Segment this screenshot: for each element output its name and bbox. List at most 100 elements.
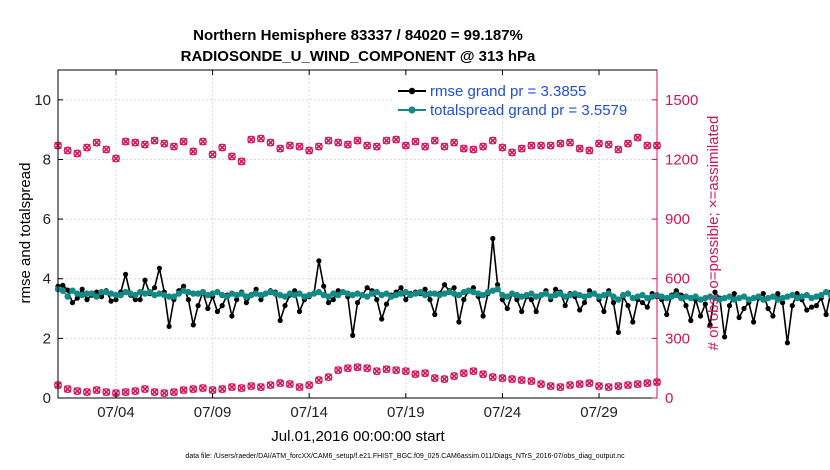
spread-point bbox=[562, 293, 569, 300]
rmse-point bbox=[683, 303, 689, 309]
rmse-point bbox=[234, 297, 240, 303]
spread-point bbox=[98, 288, 105, 296]
rmse-point bbox=[644, 304, 650, 310]
spread-point bbox=[301, 293, 308, 300]
obs-count-point bbox=[624, 139, 632, 148]
obs-count-point bbox=[150, 136, 159, 145]
rmse-point bbox=[630, 319, 636, 325]
obs-count-point bbox=[237, 384, 246, 393]
spread-point bbox=[417, 288, 424, 296]
data-file-footer: data file: /Users/raeder/DAI/ATM_forcXX/… bbox=[185, 453, 625, 460]
rmse-point bbox=[123, 271, 129, 277]
obs-count-point bbox=[614, 145, 623, 154]
spread-point bbox=[740, 293, 748, 300]
rmse-point bbox=[707, 322, 713, 328]
x-axis-label: Jul.01,2016 00:00:00 start bbox=[271, 428, 445, 445]
spread-point bbox=[489, 287, 496, 294]
x-axis: 07/04 07/09 07/14 07/19 07/24 07/29 bbox=[97, 70, 618, 421]
obs-count-point bbox=[556, 383, 565, 392]
rmse-point bbox=[98, 294, 105, 300]
spread-point bbox=[59, 287, 66, 294]
rmse-point bbox=[784, 340, 791, 346]
rmse-point bbox=[441, 282, 448, 288]
rmse-point bbox=[760, 291, 766, 297]
rmse-point bbox=[775, 291, 781, 297]
obs-count-point bbox=[401, 367, 410, 376]
spread-point bbox=[103, 288, 110, 296]
spread-point bbox=[402, 288, 409, 296]
obs-count-point bbox=[285, 380, 294, 389]
obs-count-point bbox=[92, 138, 101, 147]
rmse-point bbox=[166, 323, 172, 329]
obs-count-point bbox=[83, 388, 91, 396]
spread-point bbox=[518, 293, 525, 300]
rmse-point bbox=[296, 308, 303, 315]
rmse-point bbox=[219, 303, 225, 309]
rmse-point bbox=[229, 313, 235, 319]
obs-count-point bbox=[266, 381, 275, 390]
obs-count-point bbox=[353, 363, 362, 372]
rmse-point bbox=[137, 297, 143, 303]
right-y-tick-label: 1500 bbox=[665, 92, 698, 109]
rmse-point bbox=[69, 300, 76, 306]
spread-point bbox=[199, 288, 207, 296]
spread-point bbox=[678, 294, 685, 302]
rmse-point bbox=[765, 305, 771, 312]
x-tick-label: 07/04 bbox=[97, 404, 135, 421]
left-y-tick-label: 10 bbox=[34, 92, 51, 109]
spread-point bbox=[465, 287, 472, 294]
spread-point bbox=[315, 288, 323, 296]
obs-count-point bbox=[382, 365, 391, 374]
obs-count-point bbox=[527, 141, 536, 150]
rmse-point bbox=[673, 288, 679, 294]
rmse-point bbox=[292, 288, 298, 294]
spread-point bbox=[716, 296, 723, 303]
obs-count-point bbox=[604, 140, 613, 149]
spread-point bbox=[426, 290, 434, 297]
chart-subtitle: RADIOSONDE_U_WIND_COMPONENT @ 313 hPa bbox=[181, 48, 536, 65]
obs-count-point bbox=[179, 386, 188, 394]
obs-count-point bbox=[556, 139, 565, 148]
x-tick-label: 07/19 bbox=[387, 404, 425, 421]
obs-count-point bbox=[430, 136, 439, 145]
spread-point bbox=[354, 290, 361, 297]
rmse-point bbox=[243, 300, 249, 306]
spread-point bbox=[595, 293, 603, 300]
rmse-point bbox=[205, 305, 211, 312]
obs-count-point bbox=[498, 143, 507, 152]
obs-count-point bbox=[382, 136, 391, 145]
spread-point bbox=[808, 294, 815, 302]
obs-count-point bbox=[633, 380, 642, 389]
obs-count-point bbox=[198, 137, 207, 146]
rmse-point bbox=[770, 313, 776, 319]
spread-point bbox=[436, 291, 443, 299]
obs-count-point bbox=[266, 138, 275, 147]
spread-point bbox=[185, 288, 192, 296]
spread-point bbox=[281, 293, 289, 300]
obs-count-point bbox=[150, 388, 159, 396]
spread-point bbox=[615, 296, 622, 303]
obs-count-point bbox=[595, 382, 603, 391]
spread-point bbox=[165, 293, 173, 300]
spread-point bbox=[180, 287, 187, 294]
obs-count-point bbox=[450, 138, 459, 147]
obs-count-point bbox=[614, 382, 623, 391]
spread-point bbox=[750, 294, 757, 302]
spread-point bbox=[779, 294, 786, 302]
spread-point bbox=[335, 291, 342, 299]
rmse-point bbox=[330, 297, 336, 303]
obs-count-point bbox=[305, 381, 314, 390]
rmse-point bbox=[809, 304, 815, 310]
obs-count-point bbox=[247, 135, 256, 144]
spread-point bbox=[175, 290, 182, 297]
spread-point bbox=[117, 291, 125, 299]
spread-point bbox=[368, 290, 376, 297]
obs-count-point bbox=[411, 370, 420, 379]
spread-point bbox=[277, 291, 284, 299]
rmse-point bbox=[108, 298, 114, 304]
spread-point bbox=[649, 293, 656, 300]
obs-count-point bbox=[92, 386, 101, 394]
obs-count-point bbox=[218, 385, 227, 394]
obs-count-point bbox=[285, 141, 294, 150]
rmse-spread-series bbox=[54, 235, 830, 346]
